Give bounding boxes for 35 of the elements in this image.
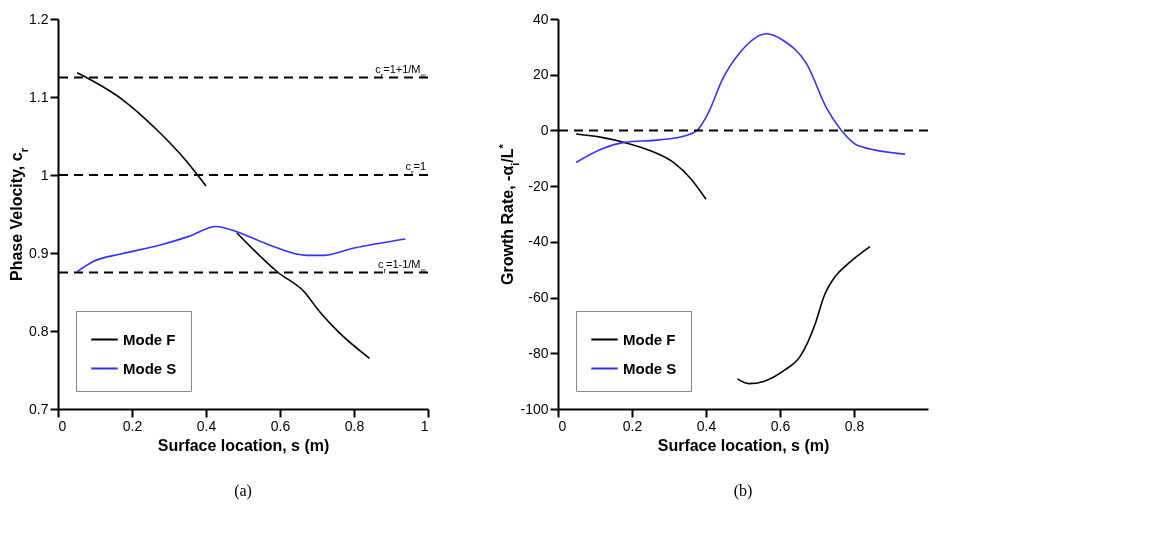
- x-tick-label: 1: [420, 417, 429, 434]
- x-tick-label: 0.6: [770, 417, 791, 434]
- y-tick-label: -80: [528, 344, 549, 361]
- x-tick-label: 0.2: [622, 417, 643, 434]
- x-tick-label: 0.6: [270, 417, 291, 434]
- x-axis-title: Surface location, s (m): [657, 436, 830, 454]
- x-tick-label: 0.4: [696, 417, 717, 434]
- y-tick-label: -40: [528, 233, 549, 250]
- x-tick-label: 0.4: [196, 417, 217, 434]
- x-tick-label: 0: [58, 417, 67, 434]
- x-tick-label: 0.2: [122, 417, 143, 434]
- y-tick-label: 0.9: [29, 244, 49, 261]
- y-tick-label: 1.1: [29, 88, 49, 105]
- y-tick-label: 0: [540, 121, 549, 138]
- x-axis-title: Surface location, s (m): [157, 436, 330, 454]
- line-series: [575, 32, 906, 164]
- legend-label: Mode S: [123, 359, 177, 377]
- legend-label: Mode S: [623, 359, 677, 377]
- legend-label: Mode F: [623, 330, 676, 348]
- y-tick-label: -20: [528, 177, 549, 194]
- y-tick-label: 0.7: [29, 400, 49, 417]
- y-tick-label: 0.8: [29, 322, 49, 339]
- y-tick-label: 20: [532, 66, 549, 83]
- x-tick-label: 0.8: [344, 417, 365, 434]
- x-tick-label: 0.8: [844, 417, 865, 434]
- y-tick-label: 1: [40, 166, 49, 183]
- ref-line-label: c$_{r}$=1-1/M$_{∞}$: [377, 257, 426, 274]
- text: (a): [234, 482, 252, 500]
- y-tick-label: 40: [532, 10, 549, 27]
- y-tick-label: -60: [528, 289, 549, 306]
- x-tick-label: 0: [558, 417, 567, 434]
- text: (b): [733, 482, 753, 500]
- legend-label: Mode F: [123, 330, 176, 348]
- y-tick-label: -100: [520, 400, 549, 417]
- y-tick-label: 1.2: [29, 10, 49, 27]
